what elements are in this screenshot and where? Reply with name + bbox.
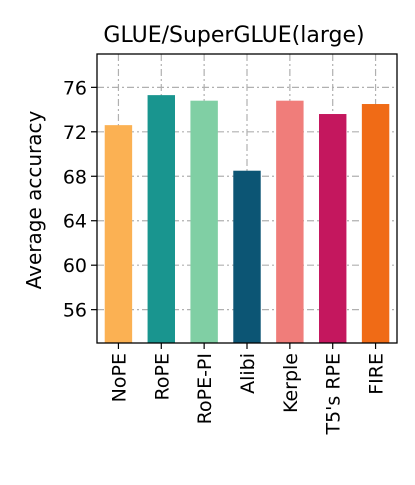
bars bbox=[104, 95, 390, 344]
x-tick-label: Alibi bbox=[237, 353, 259, 394]
y-tick-label: 60 bbox=[63, 255, 87, 277]
x-tick-label: Kerple bbox=[280, 353, 302, 413]
x-axis-ticks: NoPE RoPE RoPE-PI Alibi Kerple T5's RPE FIRE bbox=[108, 343, 388, 436]
bar-rope-pi bbox=[190, 100, 218, 343]
x-tick-label: RoPE-PI bbox=[194, 353, 216, 424]
x-tick-label: FIRE bbox=[366, 353, 388, 395]
x-tick-label: T5's RPE bbox=[323, 353, 345, 436]
bar-nope bbox=[104, 125, 133, 343]
y-tick-label: 76 bbox=[63, 77, 87, 99]
y-tick-label: 72 bbox=[63, 122, 87, 144]
bar-fire bbox=[361, 104, 390, 344]
bar-alibi bbox=[233, 170, 261, 343]
x-tick-label: RoPE bbox=[151, 353, 173, 400]
bar-t5-s-rpe bbox=[319, 114, 347, 344]
y-tick-label: 64 bbox=[63, 211, 87, 233]
y-axis-label: Average accuracy bbox=[22, 110, 46, 289]
y-tick-label: 68 bbox=[63, 166, 87, 188]
plot-frame bbox=[96, 53, 398, 344]
y-tick-label: 56 bbox=[63, 300, 87, 322]
x-tick-label: NoPE bbox=[108, 353, 130, 402]
bar-rope bbox=[147, 95, 175, 343]
chart-title: GLUE/SuperGLUE(large) bbox=[103, 23, 364, 48]
bar-kerple bbox=[276, 100, 304, 343]
y-axis-ticks: 56 60 64 68 72 76 bbox=[63, 77, 97, 322]
